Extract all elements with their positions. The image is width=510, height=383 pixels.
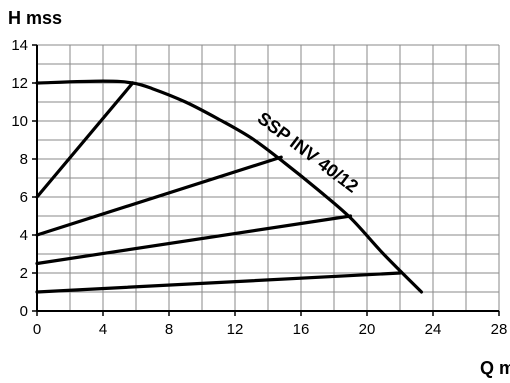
x-tick-label: 16: [293, 321, 310, 338]
x-tick-label: 4: [99, 321, 107, 338]
grid: [37, 44, 500, 311]
y-tick-label: 14: [11, 37, 28, 54]
y-tick-label: 0: [20, 303, 28, 320]
x-tick-label: 12: [227, 321, 244, 338]
max-pump-curve: [35, 79, 424, 294]
constant-pressure-line: [35, 271, 402, 294]
y-tick-label: 4: [20, 227, 28, 244]
axes: [32, 44, 500, 316]
y-tick-label: 12: [11, 75, 28, 92]
y-tick-label: 2: [20, 265, 28, 282]
x-tick-label: 0: [33, 321, 41, 338]
x-tick-label: 28: [491, 321, 508, 338]
y-tick-label: 8: [20, 151, 28, 168]
constant-pressure-line: [35, 214, 353, 266]
y-tick-label: 10: [11, 113, 28, 130]
y-tick-label: 6: [20, 189, 28, 206]
x-tick-label: 24: [425, 321, 442, 338]
y-axis-label: H mss: [8, 8, 62, 28]
x-tick-label: 20: [359, 321, 376, 338]
x-axis-label: Q m: [480, 358, 510, 378]
constant-pressure-line: [35, 81, 135, 199]
series: [35, 79, 424, 294]
constant-pressure-line: [35, 155, 283, 237]
x-tick-label: 8: [165, 321, 173, 338]
